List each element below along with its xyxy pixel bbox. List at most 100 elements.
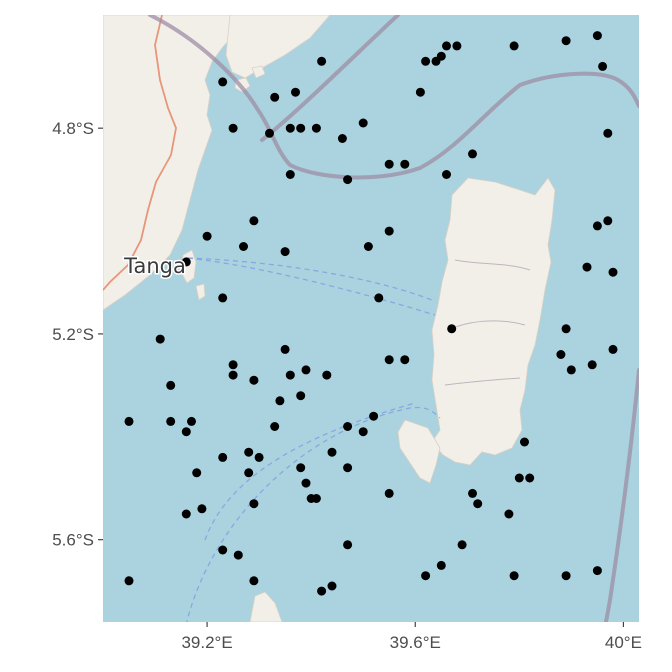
mainland-coast <box>103 15 251 311</box>
data-point <box>473 499 483 509</box>
x-tick-label: 39.2°E <box>181 633 232 652</box>
data-point <box>566 365 576 375</box>
data-point <box>592 566 602 576</box>
place-label: Tanga <box>123 254 186 278</box>
data-point <box>317 586 327 596</box>
pemba-island <box>431 177 556 466</box>
y-tick-label: 5.2°S <box>52 325 94 344</box>
data-point <box>436 51 446 61</box>
data-point <box>504 509 514 519</box>
islet <box>195 283 206 301</box>
data-point <box>265 128 274 138</box>
data-point <box>384 226 394 236</box>
data-point <box>561 571 571 581</box>
data-point <box>468 488 477 498</box>
shipping-route <box>187 257 433 301</box>
data-point <box>442 170 451 179</box>
x-axis: 39.2°E 39.6°E 40°E <box>181 622 642 652</box>
data-point <box>166 416 176 426</box>
data-point <box>421 56 431 66</box>
data-point <box>561 36 571 46</box>
data-point <box>301 365 311 375</box>
data-point <box>561 324 571 334</box>
data-point <box>228 370 238 380</box>
data-point <box>384 355 394 365</box>
shipping-route <box>186 406 441 622</box>
data-point <box>369 411 379 421</box>
main-road <box>103 15 177 291</box>
data-point <box>327 447 337 457</box>
data-point <box>603 128 613 138</box>
islet <box>397 419 441 484</box>
shipping-routes <box>186 257 441 622</box>
y-axis: 4.8°S 5.2°S 5.6°S <box>52 119 103 550</box>
data-point <box>608 267 618 277</box>
islet <box>249 591 283 622</box>
data-point <box>415 87 425 97</box>
data-point <box>285 123 295 133</box>
data-point <box>587 360 597 370</box>
data-point <box>218 77 228 87</box>
data-point <box>343 540 353 550</box>
data-point <box>525 473 535 483</box>
data-point <box>592 221 602 231</box>
peninsula <box>225 15 331 79</box>
data-point <box>228 360 238 370</box>
data-point <box>447 324 457 334</box>
x-tick-label: 39.6°E <box>390 633 441 652</box>
data-point <box>400 355 410 365</box>
y-tick-label: 5.6°S <box>52 531 94 550</box>
data-point <box>280 247 290 257</box>
data-point <box>254 452 264 462</box>
data-point <box>343 175 353 185</box>
data-point <box>291 87 300 97</box>
data-point <box>296 463 306 473</box>
data-point <box>249 216 259 226</box>
data-point <box>343 463 353 473</box>
data-point <box>124 416 134 426</box>
data-point <box>192 468 202 478</box>
data-point <box>384 488 394 498</box>
data-point <box>249 576 259 586</box>
data-point <box>270 92 280 102</box>
data-point <box>301 478 311 488</box>
maritime-boundary <box>260 15 400 142</box>
data-point <box>509 41 519 51</box>
data-point <box>363 242 373 251</box>
data-point <box>400 159 410 169</box>
data-point <box>228 123 238 133</box>
data-point <box>275 396 285 406</box>
data-point <box>155 334 165 344</box>
data-point <box>311 494 321 503</box>
data-point <box>202 231 212 241</box>
data-point <box>509 571 519 581</box>
data-point <box>598 61 608 71</box>
data-point <box>343 422 353 431</box>
data-point <box>270 422 280 431</box>
data-point <box>296 123 306 133</box>
data-point <box>317 56 327 66</box>
data-point <box>285 370 295 380</box>
data-point <box>384 159 394 169</box>
data-point <box>311 123 321 133</box>
data-point <box>442 41 451 51</box>
data-point <box>603 216 613 226</box>
data-point <box>124 576 134 586</box>
data-point <box>436 560 446 570</box>
maritime-boundary <box>148 15 639 180</box>
data-point <box>218 293 228 303</box>
data-point <box>452 41 462 51</box>
data-points <box>124 31 618 596</box>
data-point <box>358 118 368 128</box>
map-basemap <box>103 15 639 622</box>
data-point <box>421 571 431 581</box>
data-point <box>181 257 191 267</box>
data-point <box>197 504 207 514</box>
data-point <box>327 581 337 591</box>
data-point <box>244 447 254 457</box>
y-tick-label: 4.8°S <box>52 119 94 138</box>
islet <box>251 65 266 79</box>
data-point <box>457 540 467 550</box>
data-point <box>181 509 191 519</box>
